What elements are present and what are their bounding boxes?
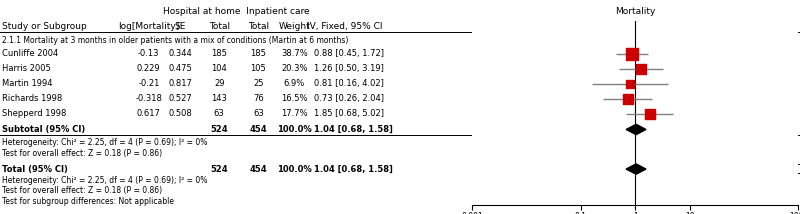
Text: 0.475: 0.475: [168, 64, 192, 73]
Text: Test for overall effect: Z = 0.18 (P = 0.86): Test for overall effect: Z = 0.18 (P = 0…: [2, 186, 162, 195]
Text: Total: Total: [248, 22, 269, 31]
Point: [622, 97, 634, 101]
Text: 25: 25: [253, 79, 264, 88]
Text: 38.7%: 38.7%: [281, 49, 308, 58]
Text: Heterogeneity: Chi² = 2.25, df = 4 (P = 0.69); I² = 0%: Heterogeneity: Chi² = 2.25, df = 4 (P = …: [2, 176, 207, 185]
Text: -0.13: -0.13: [138, 49, 159, 58]
Text: 1.04 [0.68, 1.58]: 1.04 [0.68, 1.58]: [314, 125, 394, 134]
Text: Test for subgroup differences: Not applicable: Test for subgroup differences: Not appli…: [2, 197, 174, 206]
Text: 105: 105: [250, 64, 266, 73]
Text: 100.0%: 100.0%: [277, 125, 312, 134]
Text: Subtotal (95% CI): Subtotal (95% CI): [2, 125, 85, 134]
Point: [634, 67, 647, 71]
Text: 63: 63: [253, 109, 264, 118]
Text: 76: 76: [253, 94, 264, 103]
Text: 143: 143: [211, 94, 227, 103]
Text: -0.21: -0.21: [138, 79, 159, 88]
Text: 0.344: 0.344: [168, 49, 192, 58]
Text: 29: 29: [214, 79, 225, 88]
Text: 17.7%: 17.7%: [281, 109, 308, 118]
Text: Heterogeneity: Chi² = 2.25, df = 4 (P = 0.69); I² = 0%: Heterogeneity: Chi² = 2.25, df = 4 (P = …: [2, 138, 207, 147]
Text: Richards 1998: Richards 1998: [2, 94, 62, 103]
Text: Harris 2005: Harris 2005: [2, 64, 50, 73]
Text: 63: 63: [214, 109, 225, 118]
Polygon shape: [626, 164, 646, 174]
Text: Study or Subgroup: Study or Subgroup: [2, 22, 86, 31]
Text: log[Mortality]: log[Mortality]: [118, 22, 179, 31]
Text: Test for overall effect: Z = 0.18 (P = 0.86): Test for overall effect: Z = 0.18 (P = 0…: [2, 149, 162, 158]
Point: [626, 52, 638, 56]
Text: Total: Total: [209, 22, 230, 31]
Text: 0.81 [0.16, 4.02]: 0.81 [0.16, 4.02]: [314, 79, 384, 88]
Text: 2.1.1 Mortality at 3 months in older patients with a mix of conditions (Martin a: 2.1.1 Mortality at 3 months in older pat…: [2, 36, 348, 45]
Text: Hospital at home  Inpatient care: Hospital at home Inpatient care: [163, 7, 310, 16]
Text: SE: SE: [174, 22, 186, 31]
Text: 104: 104: [211, 64, 227, 73]
Text: 454: 454: [250, 165, 267, 174]
Text: 20.3%: 20.3%: [281, 64, 308, 73]
Point: [643, 112, 656, 116]
Text: 0.229: 0.229: [137, 64, 161, 73]
Text: 6.9%: 6.9%: [284, 79, 305, 88]
Polygon shape: [626, 124, 646, 135]
Text: 524: 524: [210, 125, 228, 134]
Text: IV, Fixed, 95% CI: IV, Fixed, 95% CI: [307, 22, 382, 31]
Text: 0.527: 0.527: [168, 94, 192, 103]
Text: Weight: Weight: [278, 22, 310, 31]
Text: 0.73 [0.26, 2.04]: 0.73 [0.26, 2.04]: [314, 94, 385, 103]
Text: 0.817: 0.817: [168, 79, 192, 88]
Text: 0.508: 0.508: [168, 109, 192, 118]
Text: IV, Fixed, 95% CI: IV, Fixed, 95% CI: [598, 22, 673, 31]
Text: Martin 1994: Martin 1994: [2, 79, 52, 88]
Text: -0.318: -0.318: [135, 94, 162, 103]
Text: 16.5%: 16.5%: [281, 94, 308, 103]
Text: 1.85 [0.68, 5.02]: 1.85 [0.68, 5.02]: [314, 109, 385, 118]
Text: 1.26 [0.50, 3.19]: 1.26 [0.50, 3.19]: [314, 64, 384, 73]
Text: Mortality: Mortality: [615, 7, 655, 16]
Text: Cunliffe 2004: Cunliffe 2004: [2, 49, 58, 58]
Text: Total (95% CI): Total (95% CI): [2, 165, 67, 174]
Point: [624, 82, 637, 86]
Text: 454: 454: [250, 125, 267, 134]
Text: 0.617: 0.617: [137, 109, 161, 118]
Text: 0.88 [0.45, 1.72]: 0.88 [0.45, 1.72]: [314, 49, 385, 58]
Text: Shepperd 1998: Shepperd 1998: [2, 109, 66, 118]
Text: 1.04 [0.68, 1.58]: 1.04 [0.68, 1.58]: [314, 165, 394, 174]
Text: 185: 185: [250, 49, 266, 58]
Text: 185: 185: [211, 49, 227, 58]
Text: 524: 524: [210, 165, 228, 174]
Text: 100.0%: 100.0%: [277, 165, 312, 174]
